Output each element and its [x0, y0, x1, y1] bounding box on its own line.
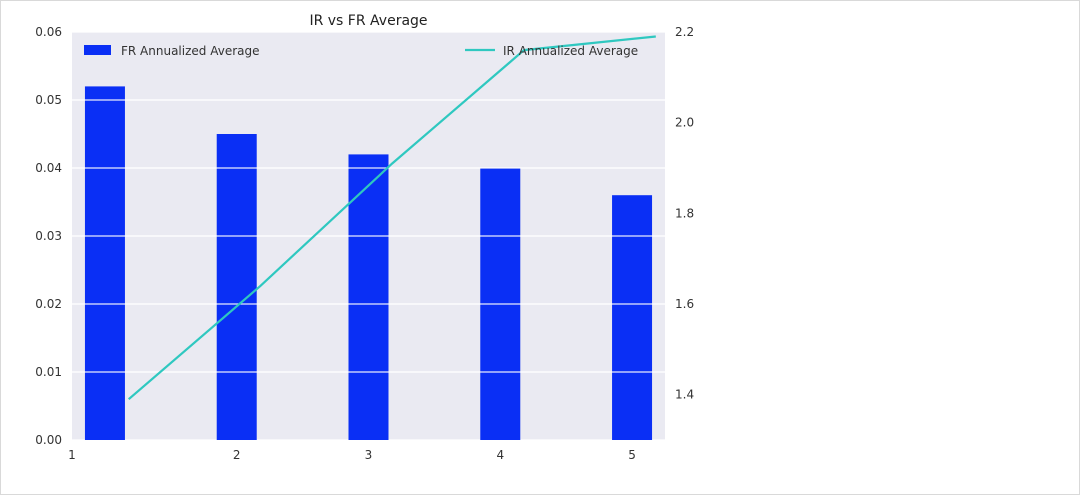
line-series — [127, 35, 656, 401]
x-tick-label: 4 — [496, 448, 504, 462]
left-tick-label: 0.05 — [35, 93, 62, 107]
legend-bar: FR Annualized Average — [84, 44, 260, 58]
right-tick-label: 1.4 — [675, 388, 694, 402]
legend-swatch-bar — [84, 45, 111, 55]
x-tick-label: 2 — [233, 448, 241, 462]
chart-title: IR vs FR Average — [309, 13, 427, 29]
left-tick-label: 0.02 — [35, 297, 62, 311]
right-y-axis: 1.4 1.6 1.8 2.0 2.2 — [675, 25, 694, 402]
right-tick-label: 2.2 — [675, 25, 694, 39]
left-tick-label: 0.04 — [35, 161, 62, 175]
legend-label-line: IR Annualized Average — [503, 44, 638, 58]
x-tick-label: 5 — [628, 448, 636, 462]
bar — [612, 195, 653, 440]
left-tick-label: 0.00 — [35, 433, 62, 447]
left-tick-label: 0.03 — [35, 229, 62, 243]
x-tick-label: 3 — [365, 448, 373, 462]
bar — [84, 86, 125, 441]
left-tick-label: 0.06 — [35, 25, 62, 39]
legend-line: IR Annualized Average — [465, 44, 638, 58]
right-tick-label: 1.6 — [675, 297, 694, 311]
bar-series — [72, 86, 665, 441]
bar — [216, 134, 257, 440]
x-axis: 1 2 3 4 5 — [68, 448, 636, 462]
left-tick-label: 0.01 — [35, 365, 62, 379]
left-y-axis: 0.00 0.01 0.02 0.03 0.04 0.05 0.06 — [35, 25, 62, 447]
right-tick-label: 2.0 — [675, 116, 694, 130]
legend-label-bar: FR Annualized Average — [121, 44, 260, 58]
bar — [348, 154, 389, 440]
right-tick-label: 1.8 — [675, 206, 694, 220]
x-tick-label: 1 — [68, 448, 76, 462]
